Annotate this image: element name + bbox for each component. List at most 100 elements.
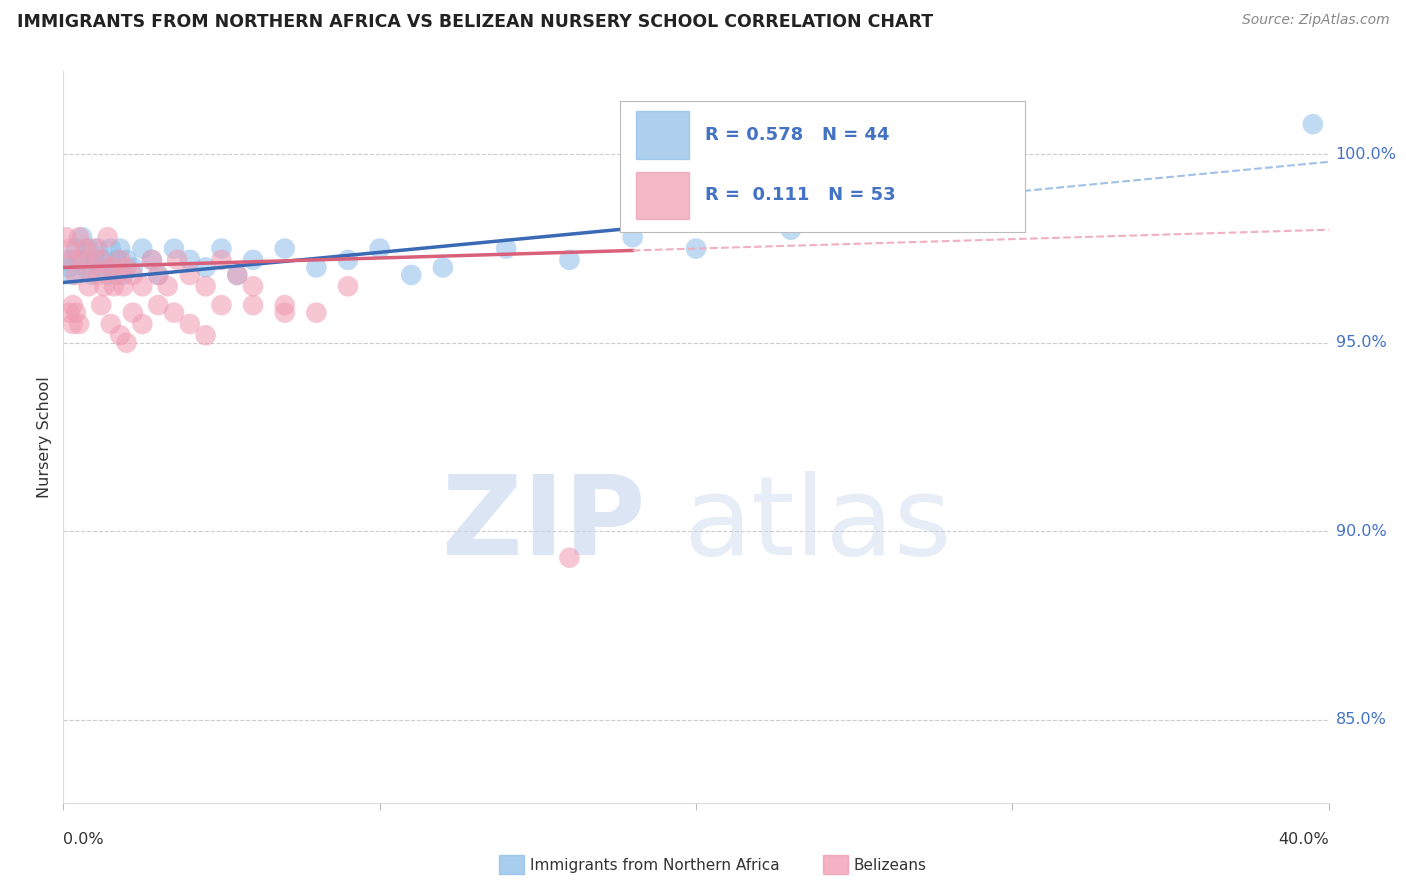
Point [70,230,93,244]
Point [211,242,233,256]
Point [621,230,644,244]
Point [131,242,153,256]
Point [211,298,233,312]
Point [558,252,581,267]
Point [336,252,359,267]
Point [226,268,249,282]
Point [62,298,84,312]
Point [62,252,84,267]
Point [103,279,125,293]
Point [96,268,118,282]
Point [110,252,132,267]
Text: 85.0%: 85.0% [1336,713,1386,727]
Point [211,252,233,267]
Point [67,317,90,331]
Point [65,306,87,320]
Point [65,268,87,282]
Point [115,252,138,267]
Point [90,298,112,312]
Point [148,268,170,282]
Y-axis label: Nursery School: Nursery School [37,376,52,498]
Point [105,252,128,267]
Point [80,268,103,282]
Point [779,223,801,237]
Point [87,268,110,282]
Point [242,298,264,312]
Point [401,268,423,282]
Point [77,242,100,256]
Text: 95.0%: 95.0% [1336,335,1386,351]
Point [685,242,707,256]
Point [495,242,517,256]
Point [62,317,84,331]
Point [112,268,135,282]
Point [67,230,90,244]
Point [77,279,100,293]
Point [65,242,87,256]
Point [87,242,110,256]
Point [100,317,122,331]
Point [163,306,186,320]
Point [112,279,135,293]
Point [242,252,264,267]
Point [558,550,581,565]
Point [110,328,132,343]
Point [432,260,454,275]
Text: Source: ZipAtlas.com: Source: ZipAtlas.com [1241,13,1389,28]
Text: IMMIGRANTS FROM NORTHERN AFRICA VS BELIZEAN NURSERY SCHOOL CORRELATION CHART: IMMIGRANTS FROM NORTHERN AFRICA VS BELIZ… [17,13,934,31]
Point [179,317,201,331]
Point [148,298,170,312]
Point [75,242,97,256]
Point [115,335,138,350]
Point [194,279,217,293]
Point [274,298,297,312]
Point [141,252,163,267]
Point [148,268,170,282]
Text: 90.0%: 90.0% [1336,524,1386,539]
Text: ZIP: ZIP [441,471,645,578]
Text: 0.0%: 0.0% [63,832,104,847]
Point [336,279,359,293]
Point [274,306,297,320]
Text: Immigrants from Northern Africa: Immigrants from Northern Africa [530,858,780,872]
Point [156,279,179,293]
Point [105,268,128,282]
Point [103,260,125,275]
Point [131,279,153,293]
Point [1001,193,1024,207]
Point [55,252,77,267]
Point [115,260,138,275]
Point [90,260,112,275]
Point [100,242,122,256]
Text: atlas: atlas [683,471,952,578]
Point [242,279,264,293]
Point [875,203,897,218]
Point [100,260,122,275]
Point [166,252,188,267]
Point [58,242,80,256]
Point [194,328,217,343]
Point [121,306,145,320]
Point [70,252,93,267]
Point [75,260,97,275]
Point [96,230,118,244]
Point [305,260,328,275]
Point [305,306,328,320]
Point [163,242,186,256]
Point [58,306,80,320]
Point [1302,117,1324,131]
Point [179,268,201,282]
Point [121,268,145,282]
Point [80,260,103,275]
Point [121,260,145,275]
Point [141,252,163,267]
Point [55,230,77,244]
Point [110,242,132,256]
Text: 40.0%: 40.0% [1278,832,1329,847]
Point [93,279,115,293]
Point [368,242,391,256]
Point [84,242,107,256]
Point [194,260,217,275]
Point [226,268,249,282]
Point [179,252,201,267]
